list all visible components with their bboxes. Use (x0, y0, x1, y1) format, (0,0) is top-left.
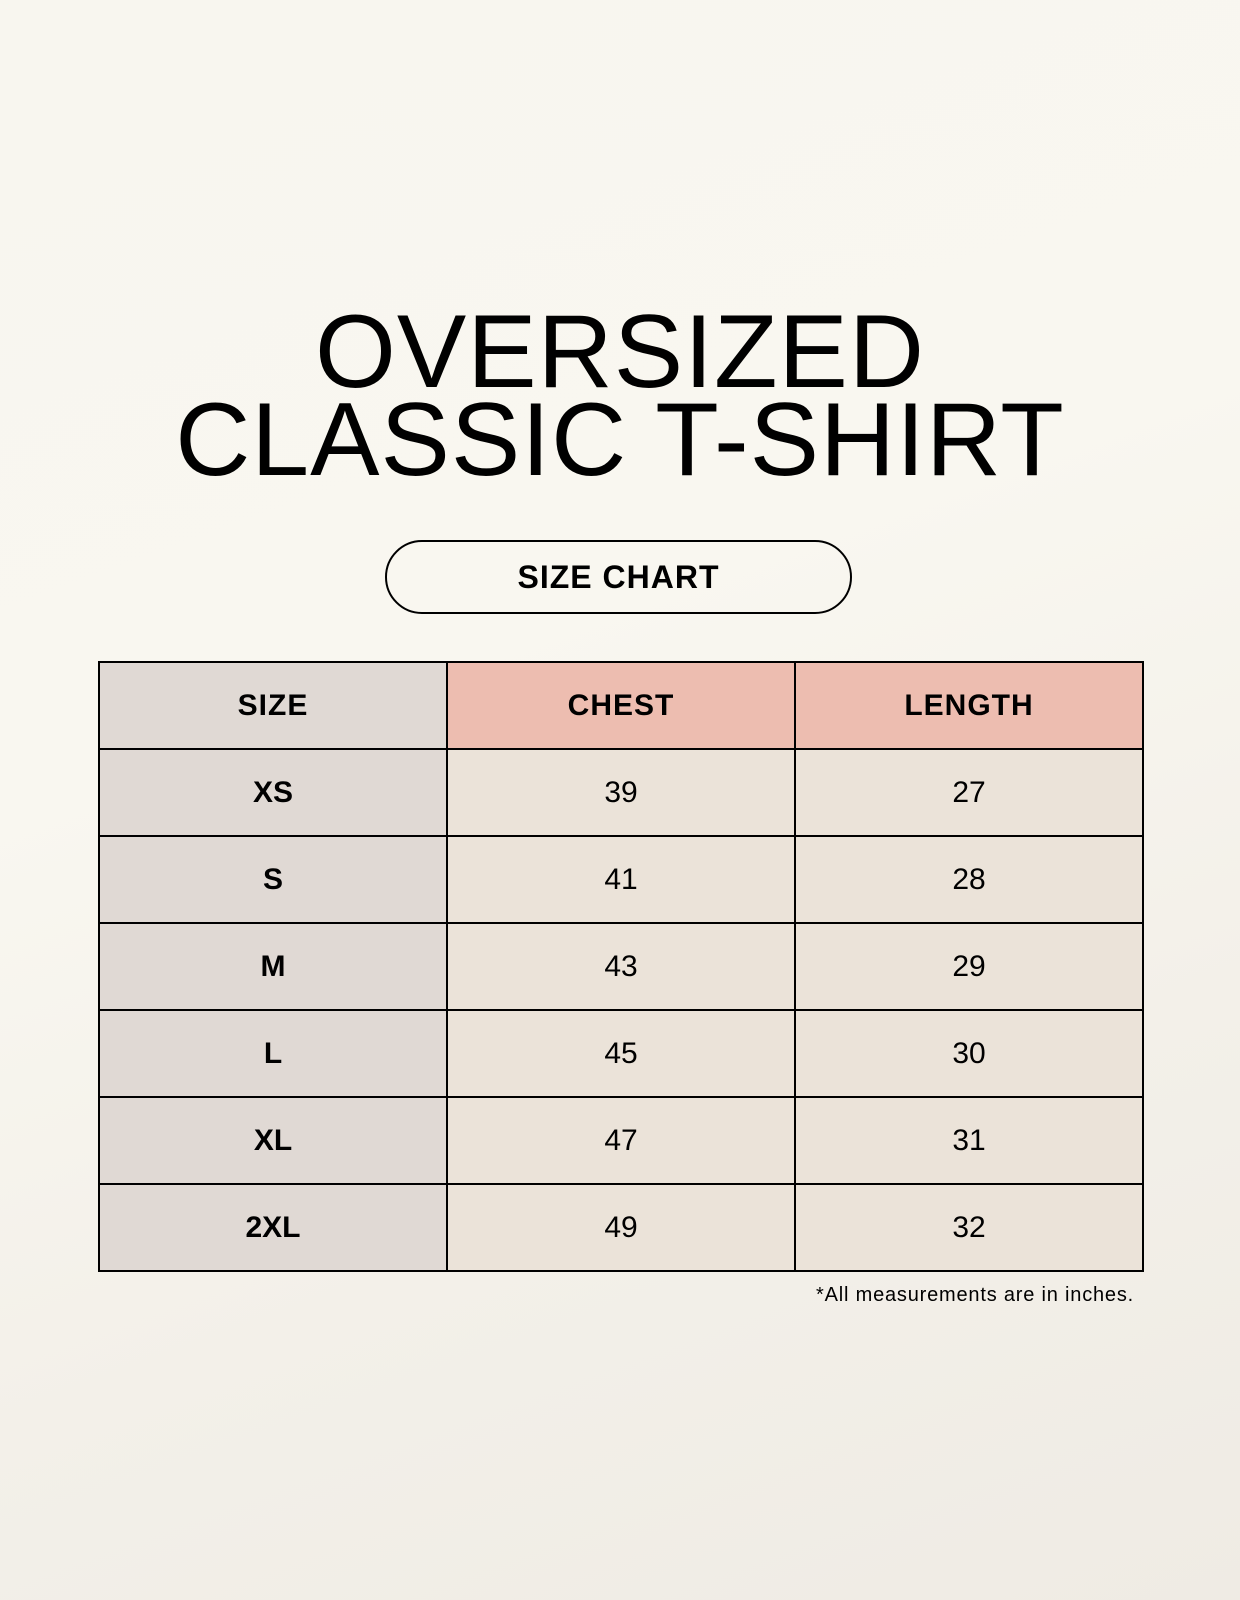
cell-size: M (98, 922, 448, 1011)
cell-size: XL (98, 1096, 448, 1185)
title-line-1: OVERSIZED (315, 294, 925, 410)
table-row: L 45 30 (98, 1009, 1144, 1098)
cell-chest: 43 (446, 922, 796, 1011)
cell-chest: 39 (446, 748, 796, 837)
header-size: SIZE (98, 661, 448, 750)
table-header-row: SIZE CHEST LENGTH (98, 661, 1144, 750)
header-length: LENGTH (794, 661, 1144, 750)
size-table: SIZE CHEST LENGTH XS 39 27 S 41 28 M 43 29 L 45 30 X… (98, 661, 1144, 1272)
table-row: XL 47 31 (98, 1096, 1144, 1185)
cell-length: 27 (794, 748, 1144, 837)
cell-chest: 45 (446, 1009, 796, 1098)
cell-length: 28 (794, 835, 1144, 924)
cell-size: S (98, 835, 448, 924)
cell-chest: 41 (446, 835, 796, 924)
size-chart-badge: SIZE CHART (385, 540, 852, 614)
cell-chest: 49 (446, 1183, 796, 1272)
footnote: *All measurements are in inches. (816, 1284, 1134, 1306)
header-chest: CHEST (446, 661, 796, 750)
table-row: M 43 29 (98, 922, 1144, 1011)
table-row: 2XL 49 32 (98, 1183, 1144, 1272)
cell-size: XS (98, 748, 448, 837)
cell-length: 30 (794, 1009, 1144, 1098)
title-line-2: CLASSIC T-SHIRT (175, 382, 1065, 498)
table-row: XS 39 27 (98, 748, 1144, 837)
table-row: S 41 28 (98, 835, 1144, 924)
cell-length: 31 (794, 1096, 1144, 1185)
cell-length: 29 (794, 922, 1144, 1011)
cell-chest: 47 (446, 1096, 796, 1185)
cell-size: 2XL (98, 1183, 448, 1272)
cell-size: L (98, 1009, 448, 1098)
cell-length: 32 (794, 1183, 1144, 1272)
